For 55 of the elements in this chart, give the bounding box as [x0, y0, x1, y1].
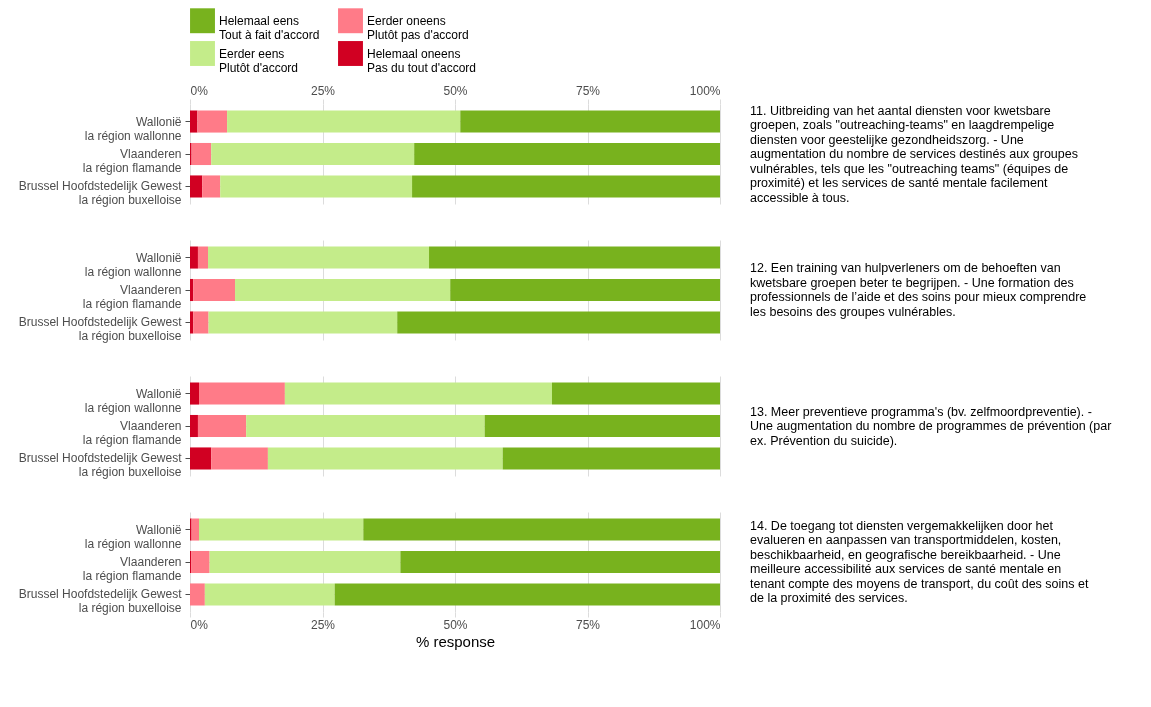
legend-label: Helemaal eens Tout à fait d'accord: [219, 13, 320, 42]
bar: [190, 246, 198, 269]
bar: [190, 414, 198, 438]
text: 11. Uitbreiding van het aantal diensten voor kwetsbare groepen, zoals "outreaching-teams" en laagdrempelige diensten voor geestelijke gezondheidszorg. - Une augmentation du nombre de services destinés aux groupes vulnérables, tels que les "outreaching teams" (équipes de proximité) et les services de santé mentale facilement accessible à tous.: [750, 103, 1078, 205]
legend-label: Helemaal oneens Pas du tout d'accord: [367, 46, 477, 75]
bar: [450, 278, 720, 302]
bar: [190, 278, 194, 302]
x-axis-title: % response: [415, 632, 496, 650]
y-tick-label: Brussel Hoofdstedelijk Gewest la région buxelloise: [18, 587, 183, 616]
bar: [208, 311, 398, 334]
bar: [502, 447, 720, 470]
bar: [208, 246, 430, 269]
y-tick-label: Vlaanderen la région flamande: [82, 555, 182, 583]
bar: [193, 311, 209, 334]
bar: [397, 311, 720, 334]
bar: [193, 278, 236, 302]
bar: [246, 414, 485, 438]
y-tick-label: Vlaanderen la région flamande: [82, 283, 182, 311]
y-tick-label: Brussel Hoofdstedelijk Gewest la région buxelloise: [18, 451, 183, 480]
y-tick-label: Wallonië la région wallonne: [84, 522, 182, 551]
bar: [197, 414, 247, 438]
x-tick-label: 50%: [443, 617, 468, 632]
x-tick-label: 100%: [689, 83, 721, 98]
x-tick-label: 25%: [310, 617, 336, 632]
y-tick-label: Brussel Hoofdstedelijk Gewest la région buxelloise: [18, 315, 183, 344]
y-tick-label: Vlaanderen la région flamande: [82, 419, 182, 447]
x-tick-label: 100%: [689, 617, 721, 632]
bar: [197, 246, 209, 269]
legend-label: Eerder oneens Plutôt pas d'accord: [367, 13, 469, 42]
y-tick-label: Vlaanderen la région flamande: [82, 147, 182, 175]
bar: [190, 382, 200, 405]
legend-label: Eerder eens Plutôt d'accord: [219, 46, 299, 75]
y-tick-label: Wallonië la région wallonne: [84, 114, 182, 143]
x-tick-label: 75%: [575, 83, 601, 98]
text: 14. De toegang tot diensten vergemakkelijken door het evalueren en aanpassen van transportmiddelen, kosten, beschikbaarheid, en geografische bereikbaarheid. - Une meilleure accessibilité aux services de santé mentale en tenant compte des moyens de transport, du coût des soins et de la proximité des services.: [750, 518, 1089, 606]
bar: [484, 414, 720, 438]
y-tick-label: Wallonië la région wallonne: [84, 250, 182, 279]
bar: [551, 382, 720, 405]
text: 13. Meer preventieve programma's (bv. zelfmoordpreventie). - Une augmentation du nombre de programmes de prévention (par ex. Prévention du suicide).: [750, 404, 1112, 448]
y-tick-label: Wallonië la région wallonne: [84, 386, 182, 415]
x-tick-label: 25%: [310, 83, 336, 98]
bar: [235, 278, 451, 302]
x-tick-label: 50%: [443, 83, 468, 98]
bar: [199, 382, 285, 405]
bar: [267, 447, 503, 470]
bar: [429, 246, 720, 269]
y-tick-label: Brussel Hoofdstedelijk Gewest la région buxelloise: [18, 179, 183, 208]
x-tick-label: 75%: [575, 617, 601, 632]
x-tick-label: 0%: [190, 83, 209, 98]
bar: [190, 447, 212, 470]
x-tick-label: 0%: [190, 617, 209, 632]
bar: [190, 311, 194, 334]
bar: [211, 447, 268, 470]
bar: [284, 382, 552, 405]
text: 12. Een training van hulpverleners om de behoeften van kwetsbare groepen beter te begrijpen. - Une formation des professionnels de l’aide et des soins pour mieux comprendre les besoins des groupes vulnérables.: [750, 261, 1087, 319]
